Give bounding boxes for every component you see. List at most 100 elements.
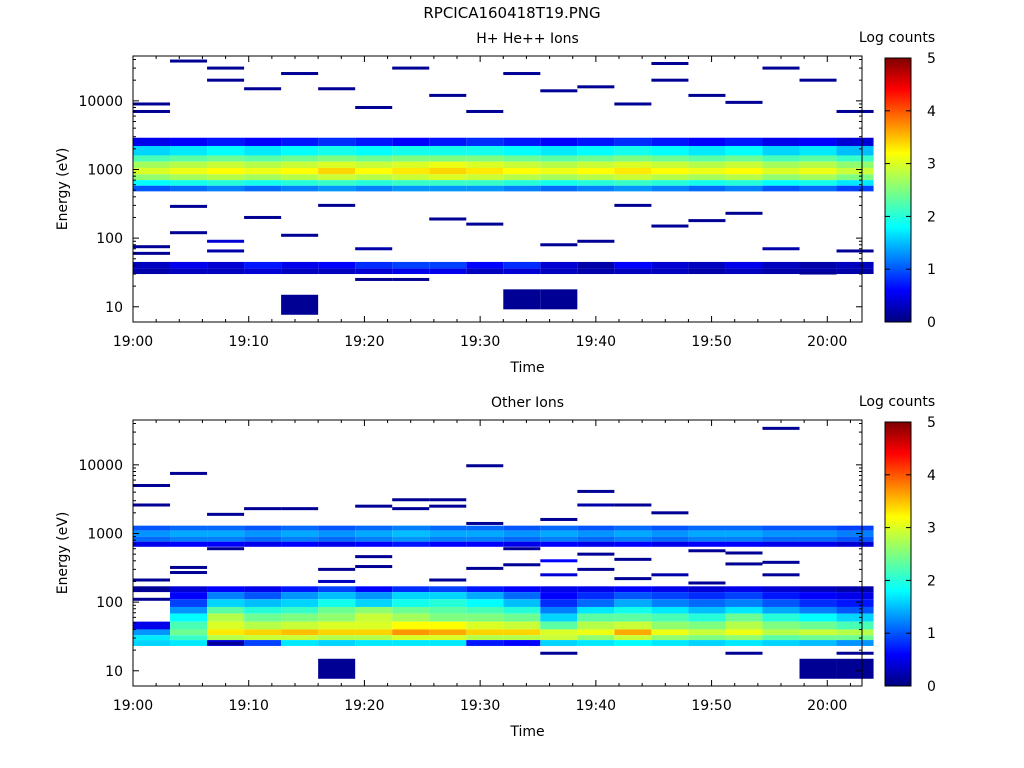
heatmap-cell (244, 180, 282, 186)
heatmap-cell (540, 155, 578, 162)
heatmap-cell (392, 145, 430, 156)
heatmap-cell (281, 261, 319, 269)
heatmap-cell (318, 525, 356, 531)
heatmap-cell (540, 541, 578, 547)
heatmap-cell (725, 629, 763, 636)
heatmap-cell (281, 536, 319, 542)
heatmap-cell (207, 530, 245, 537)
heatmap-cell (133, 102, 171, 106)
heatmap-cell (688, 93, 726, 97)
heatmap-cell (392, 640, 430, 646)
heatmap-cell (614, 599, 652, 607)
heatmap-cell (577, 530, 615, 537)
heatmap-cell (429, 155, 467, 162)
heatmap-cell (540, 629, 578, 636)
heatmap-cell (318, 155, 356, 162)
heatmap-cell (429, 498, 467, 502)
heatmap-cell (318, 635, 356, 641)
heatmap-cell (355, 586, 393, 593)
heatmap-cell (836, 168, 874, 175)
heatmap-cell (799, 640, 837, 646)
heatmap-cell (133, 621, 171, 630)
heatmap-cell (651, 640, 689, 646)
heatmap-cell (836, 161, 874, 169)
heatmap-cell (725, 168, 763, 175)
heatmap-cell (540, 517, 578, 521)
heatmap-cell (392, 277, 430, 281)
panel-title: H+ He++ Ions (476, 31, 579, 47)
heatmap-cell (762, 613, 800, 622)
heatmap-cell (540, 243, 578, 247)
heatmap-cell (540, 168, 578, 175)
heatmap-cell (318, 658, 356, 679)
heatmap-cell (614, 185, 652, 192)
heatmap-cell (688, 621, 726, 630)
heatmap-cell (540, 289, 578, 310)
heatmap-cell (540, 268, 578, 275)
colorbar (884, 421, 912, 687)
x-tick-label: 19:20 (344, 698, 384, 714)
heatmap-cell (799, 78, 837, 82)
y-tick-label: 1000 (87, 162, 123, 178)
heatmap-cell (133, 174, 171, 181)
heatmap-cell (466, 530, 504, 537)
heatmap-cell (429, 268, 467, 275)
heatmap-cell (651, 268, 689, 275)
heatmap-cell (577, 640, 615, 646)
heatmap-cell (651, 511, 689, 515)
heatmap-cell (244, 261, 282, 269)
heatmap-cell (762, 525, 800, 531)
heatmap-cell (466, 161, 504, 169)
heatmap-cell (133, 640, 171, 646)
heatmap-cell (577, 185, 615, 192)
heatmap-cell (836, 658, 874, 679)
heatmap-cell (133, 161, 171, 169)
heatmap-cell (170, 592, 208, 600)
heatmap-cell (133, 484, 171, 488)
heatmap-cell (281, 635, 319, 641)
heatmap-cell (688, 586, 726, 593)
heatmap-cell (836, 635, 874, 641)
heatmap-cell (688, 536, 726, 542)
heatmap-cell (688, 174, 726, 181)
heatmap-cell (318, 145, 356, 156)
heatmap-cell (244, 586, 282, 593)
heatmap-cell (170, 261, 208, 269)
heatmap-cell (244, 606, 282, 614)
heatmap-cell (725, 551, 763, 555)
heatmap-cell (651, 541, 689, 547)
heatmap-cell (133, 251, 171, 255)
heatmap-cell (466, 566, 504, 570)
heatmap-cell (133, 586, 171, 593)
heatmap-cell (540, 530, 578, 537)
heatmap-cell (133, 503, 171, 507)
heatmap-cell (466, 180, 504, 186)
x-tick-label: 19:50 (691, 334, 731, 350)
heatmap-cell (503, 592, 541, 600)
heatmap-cell (614, 640, 652, 646)
heatmap-cell (836, 525, 874, 531)
heatmap-cell (836, 621, 874, 630)
heatmap-cell (170, 174, 208, 181)
heatmap-cell (244, 536, 282, 542)
heatmap-cell (651, 161, 689, 169)
heatmap-cell (281, 586, 319, 593)
colorbar-tick-label: 3 (927, 157, 936, 173)
heatmap-cell (799, 525, 837, 531)
heatmap-cell (244, 145, 282, 156)
heatmap-cell (725, 530, 763, 537)
heatmap-cell (355, 629, 393, 636)
heatmap-cell (466, 525, 504, 531)
x-tick-label: 20:00 (807, 698, 847, 714)
heatmap-cell (762, 174, 800, 181)
heatmap-cell (577, 268, 615, 275)
heatmap-cell (762, 261, 800, 269)
heatmap-cell (466, 268, 504, 275)
heatmap-cell (355, 621, 393, 630)
heatmap-cell (355, 161, 393, 169)
y-tick-label: 10000 (78, 458, 123, 474)
heatmap-cell (503, 145, 541, 156)
heatmap-cell (762, 621, 800, 630)
heatmap-cell (836, 109, 874, 113)
y-tick-label: 100 (96, 595, 123, 611)
